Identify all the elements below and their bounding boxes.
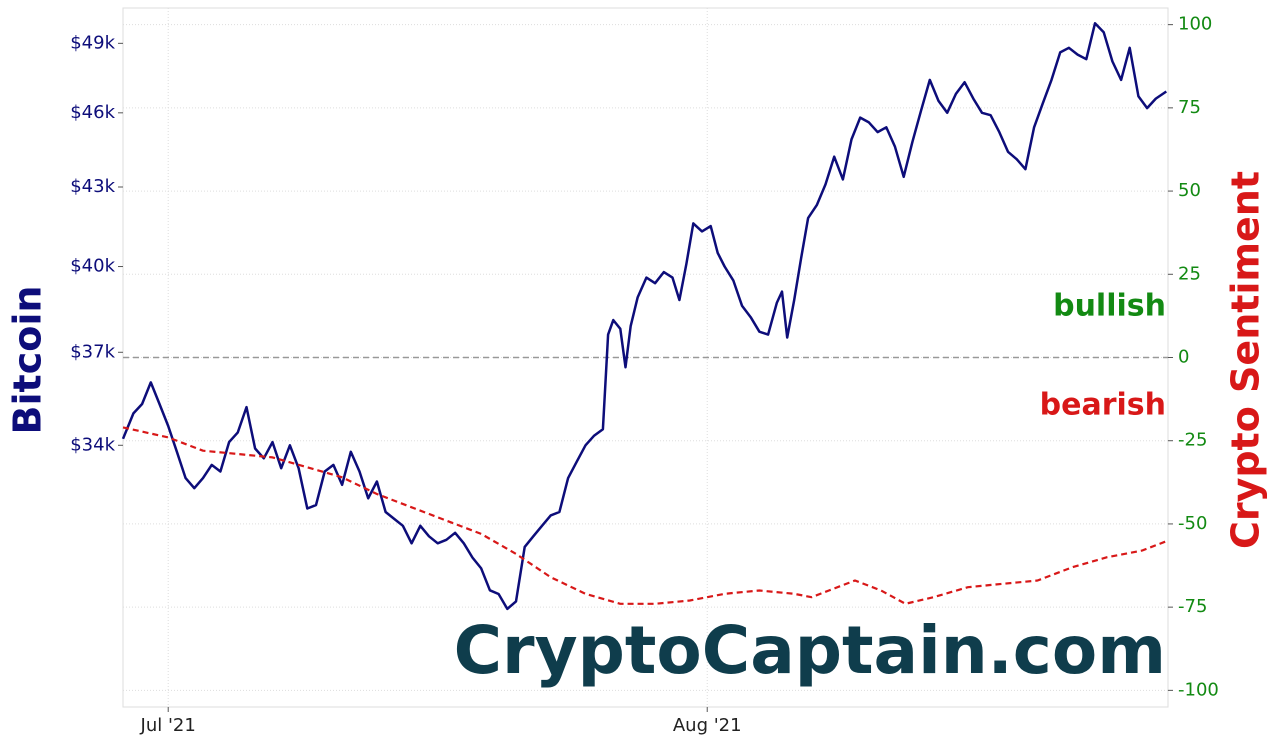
y2-axis-label: Crypto Sentiment	[1224, 171, 1268, 549]
y2-tick-label: 100	[1178, 14, 1212, 35]
y2-tick-label: 75	[1178, 97, 1201, 118]
y-tick-label: $43k	[70, 176, 115, 197]
series-line	[122, 426, 1169, 605]
watermark: CryptoCaptain.com	[454, 612, 1166, 689]
y-tick-label: $34k	[70, 434, 115, 455]
y2-tick-label: -25	[1178, 430, 1207, 451]
series-line	[121, 22, 1168, 611]
y2-tick-label: -100	[1178, 679, 1219, 700]
annotation: bullish	[1053, 289, 1166, 324]
y2-tick-label: -75	[1178, 596, 1207, 617]
y2-tick-label: 0	[1178, 347, 1189, 368]
y-tick-label: $46k	[70, 102, 115, 123]
x-tick-label: Aug '21	[673, 715, 742, 736]
y2-tick-label: -50	[1178, 513, 1207, 534]
y-tick-label: $49k	[70, 32, 115, 53]
y-axis-label: Bitcoin	[6, 286, 50, 435]
annotation: bearish	[1040, 388, 1166, 423]
y-tick-label: $37k	[70, 341, 115, 362]
y-tick-label: $40k	[70, 256, 115, 277]
y2-tick-label: 50	[1178, 180, 1201, 201]
y2-tick-label: 25	[1178, 263, 1201, 284]
x-tick-label: Jul '21	[140, 715, 196, 736]
